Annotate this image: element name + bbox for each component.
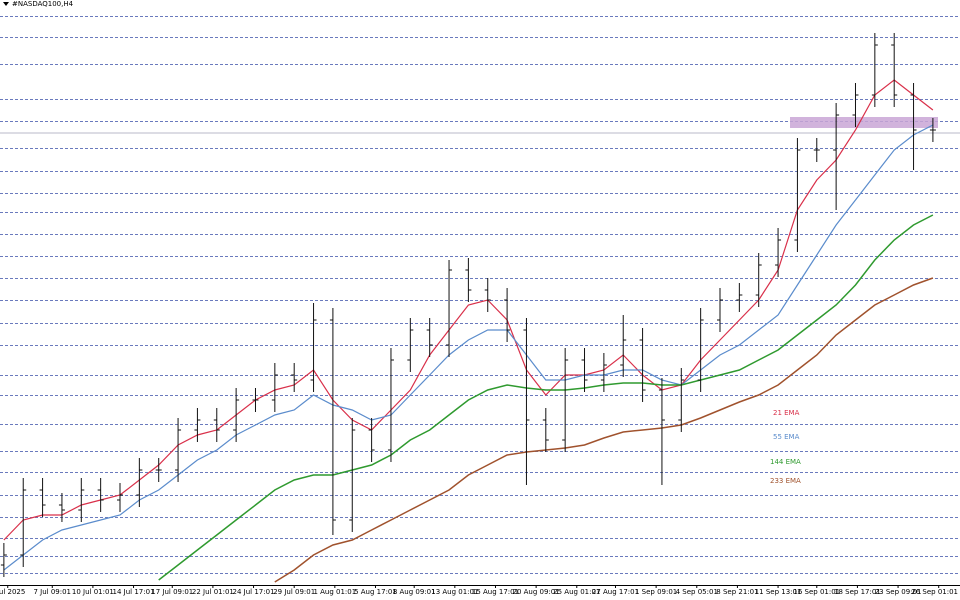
- x-tick-label: 23 Sep 09:01: [875, 588, 922, 596]
- x-tick-label: 27 Aug 17:01: [592, 588, 639, 596]
- legend-label: 233 EMA: [770, 477, 801, 485]
- x-tick-label: 18 Sep 17:01: [834, 588, 881, 596]
- x-tick-label: 22 Jul 01:01: [192, 588, 234, 596]
- x-tick-label: 4 Sep 05:01: [676, 588, 718, 596]
- x-tick-label: 2 Jul 2025: [0, 588, 25, 596]
- legend-label: 55 EMA: [773, 433, 800, 441]
- x-tick-label: 1 Sep 09:01: [635, 588, 677, 596]
- x-tick-label: 13 Aug 01:01: [431, 588, 478, 596]
- x-tick-label: 17 Jul 09:01: [151, 588, 193, 596]
- x-tick-label: 26 Sep 01:01: [911, 588, 958, 596]
- zone: [790, 117, 938, 128]
- ema-line: [274, 277, 934, 583]
- x-tick-label: 16 Sep 01:01: [793, 588, 840, 596]
- x-tick-label: 24 Jul 17:01: [233, 588, 275, 596]
- x-tick-label: 15 Aug 17:01: [472, 588, 519, 596]
- x-tick-label: 1 Aug 01:01: [313, 588, 356, 596]
- ema-line: [158, 214, 934, 581]
- x-tick-label: 8 Sep 21:01: [716, 588, 758, 596]
- legend-label: 21 EMA: [773, 409, 800, 417]
- x-tick-label: 10 Jul 01:01: [72, 588, 114, 596]
- x-tick-label: 20 Aug 09:01: [513, 588, 560, 596]
- x-tick-label: 5 Aug 17:01: [354, 588, 397, 596]
- x-tick-label: 8 Aug 09:01: [393, 588, 436, 596]
- x-tick-label: 29 Jul 09:01: [273, 588, 315, 596]
- chart-title: #NASDAQ100,H4: [12, 0, 74, 8]
- menu-arrow[interactable]: [3, 2, 9, 6]
- ema-line: [3, 124, 934, 571]
- x-tick-label: 14 Jul 17:01: [113, 588, 155, 596]
- x-tick-label: 11 Sep 13:01: [755, 588, 802, 596]
- x-tick-label: 25 Aug 01:01: [553, 588, 600, 596]
- legend-label: 144 EMA: [770, 458, 801, 466]
- x-tick-label: 7 Jul 09:01: [33, 588, 71, 596]
- level-lines: [0, 16, 960, 574]
